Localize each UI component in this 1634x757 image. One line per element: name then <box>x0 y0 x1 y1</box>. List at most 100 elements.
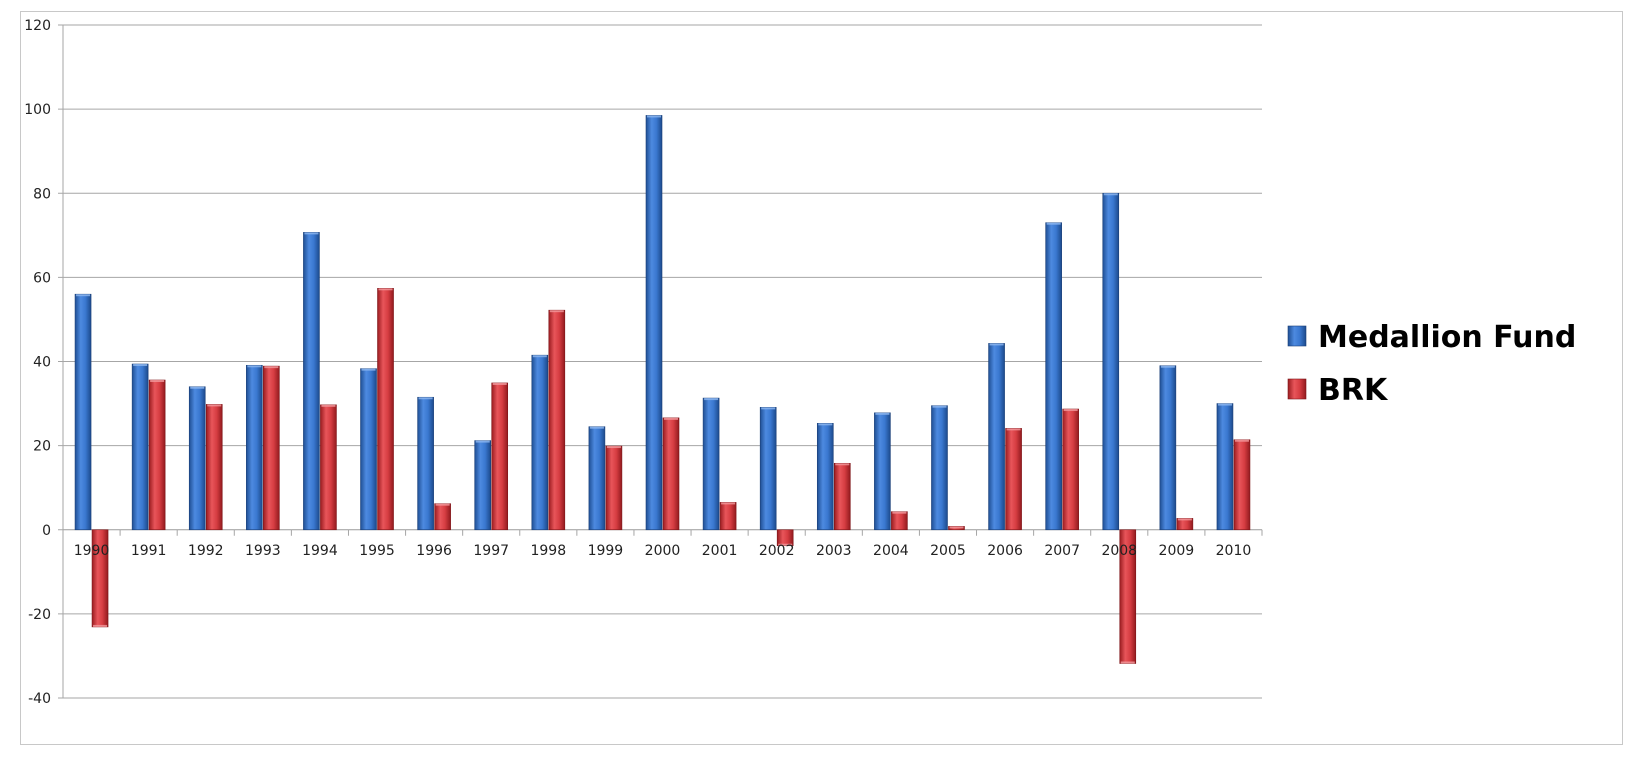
bar-medallion-fund-2002 <box>759 407 777 531</box>
legend-label-brk: BRK <box>1318 373 1389 408</box>
bar-brk-2007 <box>1062 408 1079 531</box>
bar-medallion-fund-2010 <box>1216 403 1234 531</box>
x-tick-label: 2010 <box>1216 543 1252 559</box>
bar-brk-2003 <box>833 462 851 531</box>
bar-brk-1994 <box>320 404 337 531</box>
x-tick-label: 2005 <box>930 543 966 559</box>
x-tick-label: 2006 <box>987 543 1023 559</box>
bar-cap <box>1234 439 1249 442</box>
bar-cap <box>721 502 736 505</box>
bar-medallion-fund-2004 <box>874 412 891 531</box>
bar-cap <box>589 426 604 429</box>
bar-brk-2000 <box>662 417 680 531</box>
bar-cap <box>1177 518 1192 521</box>
x-tick-label: 1992 <box>188 543 224 559</box>
bar-cap <box>247 365 262 368</box>
x-axis: 1990 1991 1992 1993 1994 1995 1996 1997 1998 1999… <box>62 529 1263 559</box>
bar-brk-2010 <box>1233 439 1251 531</box>
bar-medallion-fund-1990 <box>74 293 92 531</box>
bar-cap <box>778 543 793 546</box>
bar-cap <box>761 407 776 410</box>
bar-cap <box>76 294 91 297</box>
bar-medallion-fund-1999 <box>588 426 606 531</box>
bar-cap <box>664 417 678 420</box>
bar-brk-1997 <box>491 382 509 531</box>
bar-cap <box>704 398 719 401</box>
bar-medallion-fund-1997 <box>474 440 492 531</box>
x-tick-label: 1990 <box>74 543 110 559</box>
bar-medallion-fund-1998 <box>531 354 549 531</box>
bar-medallion-fund-2000 <box>645 115 663 531</box>
legend-label-medallion-fund: Medallion Fund <box>1318 320 1576 355</box>
bar-brk-1999 <box>605 445 623 531</box>
bar-cap <box>1217 403 1232 406</box>
bar-cap <box>647 115 661 118</box>
x-tick-label: 1994 <box>302 543 338 559</box>
gridlines <box>63 24 1262 699</box>
bar-cap <box>264 366 279 369</box>
bar-cap <box>435 503 450 506</box>
x-tick-label: 2002 <box>759 543 795 559</box>
bar-medallion-fund-1994 <box>303 232 320 531</box>
bar-cap <box>418 397 433 400</box>
bar-cap <box>378 288 393 291</box>
bars-group <box>74 115 1251 664</box>
x-tick-label: 1998 <box>530 543 566 559</box>
x-tick-label: 1997 <box>473 543 509 559</box>
bar-cap <box>1160 365 1175 368</box>
bar-medallion-fund-2005 <box>931 405 948 531</box>
bar-medallion-fund-1993 <box>246 364 263 531</box>
bar-cap <box>606 446 621 449</box>
bar-cap <box>133 364 148 367</box>
bar-cap <box>304 232 319 235</box>
bar-brk-1998 <box>548 309 566 531</box>
bar-brk-1991 <box>148 379 166 531</box>
chart-frame <box>20 11 1623 745</box>
x-tick-label: 1996 <box>416 543 452 559</box>
bar-cap <box>475 440 490 443</box>
bar-medallion-fund-2009 <box>1159 365 1177 531</box>
bar-medallion-fund-2006 <box>988 343 1005 531</box>
legend: Medallion Fund BRK <box>1287 320 1576 408</box>
x-tick-label: 2007 <box>1044 543 1080 559</box>
bar-medallion-fund-2007 <box>1045 222 1062 531</box>
bar-brk-1995 <box>377 288 394 531</box>
x-tick-label: 2009 <box>1159 543 1195 559</box>
y-tick-label: -40 <box>28 691 51 707</box>
y-axis: 120 100 80 60 40 20 0 -20 -40 <box>24 18 64 707</box>
bar-cap <box>949 526 964 529</box>
bar-medallion-fund-1996 <box>417 396 434 531</box>
bar-cap <box>818 423 833 426</box>
bar-medallion-fund-2008 <box>1102 192 1120 531</box>
bar-cap <box>1120 661 1135 664</box>
bar-medallion-fund-1991 <box>131 363 149 531</box>
x-tick-label: 2004 <box>873 543 909 559</box>
bar-cap <box>892 511 907 514</box>
bar-brk-2001 <box>719 502 737 531</box>
x-tick-label: 2008 <box>1101 543 1137 559</box>
bar-medallion-fund-1992 <box>188 386 206 531</box>
y-tick-label: 20 <box>33 439 51 455</box>
y-tick-label: -20 <box>28 607 51 623</box>
bar-medallion-fund-2003 <box>816 423 834 531</box>
bar-cap <box>875 412 890 415</box>
y-tick-label: 60 <box>33 270 51 286</box>
bar-medallion-fund-2001 <box>702 397 720 531</box>
y-tick-label: 0 <box>42 523 51 539</box>
bar-cap <box>989 343 1004 346</box>
bar-brk-2004 <box>891 511 908 531</box>
legend-swatch-brk <box>1287 378 1307 400</box>
x-tick-label: 1993 <box>245 543 281 559</box>
y-tick-label: 80 <box>33 186 51 202</box>
bar-cap <box>207 404 222 407</box>
bar-cap <box>321 404 336 407</box>
y-tick-label: 120 <box>24 18 51 34</box>
bar-cap <box>93 624 108 627</box>
y-tick-label: 40 <box>33 355 51 371</box>
bar-cap <box>1046 222 1061 225</box>
bar-cap <box>932 405 947 408</box>
x-tick-label: 1991 <box>131 543 167 559</box>
bar-brk-1992 <box>205 404 223 531</box>
legend-swatch-medallion-fund <box>1287 325 1307 347</box>
